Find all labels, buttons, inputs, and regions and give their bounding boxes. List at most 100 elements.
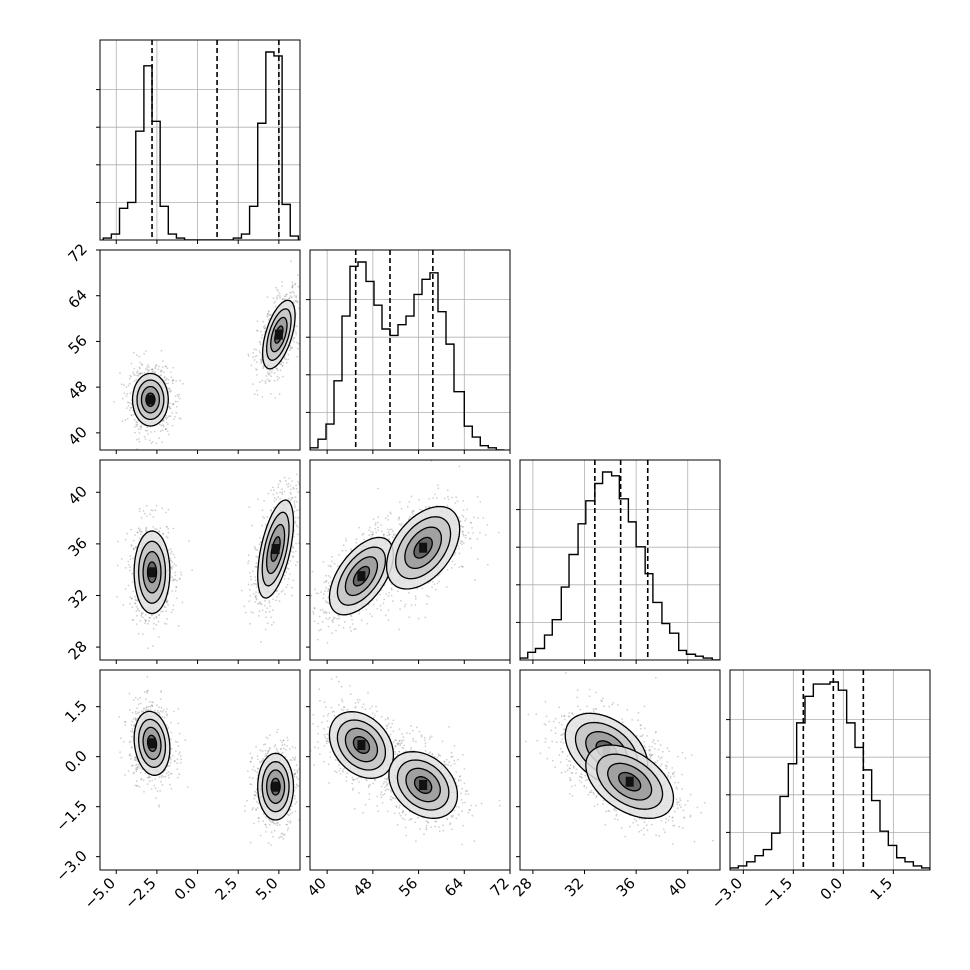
- sample-point: [266, 378, 269, 381]
- sample-point: [486, 563, 489, 566]
- sample-point: [129, 392, 131, 395]
- sample-point: [131, 597, 133, 600]
- sample-point: [267, 310, 270, 312]
- sample-point: [355, 538, 358, 541]
- sample-point: [133, 380, 136, 383]
- sample-point: [141, 372, 144, 374]
- sample-point: [414, 595, 417, 598]
- sample-point: [262, 515, 264, 518]
- sample-point: [379, 593, 382, 596]
- sample-point: [281, 493, 284, 496]
- sample-point: [410, 604, 413, 607]
- sample-point: [169, 548, 172, 550]
- sample-point: [272, 598, 274, 600]
- sample-point: [446, 568, 449, 571]
- sample-point: [165, 382, 168, 385]
- sample-point: [140, 710, 143, 713]
- sample-point: [151, 701, 153, 703]
- sample-point: [119, 737, 122, 740]
- sample-point: [270, 371, 273, 374]
- sample-point: [144, 438, 147, 440]
- sample-point: [135, 768, 138, 771]
- sample-point: [265, 375, 268, 377]
- sample-point: [172, 379, 175, 381]
- sample-point: [283, 295, 286, 298]
- sample-point: [165, 535, 168, 538]
- sample-point: [328, 611, 331, 614]
- sample-point: [476, 558, 479, 560]
- contour-line: [352, 565, 371, 587]
- sample-point: [303, 499, 305, 501]
- sample-point: [479, 501, 482, 503]
- sample-point: [297, 516, 300, 519]
- sample-point: [135, 610, 138, 612]
- sample-point: [243, 605, 246, 608]
- sample-point: [161, 784, 164, 786]
- sample-point: [178, 732, 181, 735]
- contour-line: [270, 536, 281, 562]
- sample-point: [170, 550, 173, 553]
- sample-point: [277, 294, 279, 297]
- sample-point: [164, 428, 167, 431]
- sample-point: [128, 401, 131, 404]
- sample-point: [373, 603, 375, 606]
- sample-point: [151, 704, 154, 707]
- sample-point: [277, 496, 280, 498]
- contour-line: [266, 523, 286, 575]
- sample-point: [270, 509, 273, 511]
- sample-point: [270, 623, 273, 626]
- sample-point: [469, 537, 472, 540]
- contour-line: [266, 308, 292, 361]
- sample-point: [438, 580, 441, 583]
- sample-point: [149, 776, 152, 779]
- sample-point: [408, 501, 411, 503]
- sample-point: [294, 331, 297, 334]
- sample-point: [158, 423, 161, 426]
- sample-point: [133, 367, 136, 370]
- sample-point: [283, 357, 286, 360]
- sample-point: [162, 533, 165, 535]
- sample-point: [151, 705, 154, 708]
- sample-point: [484, 534, 487, 536]
- sample-point: [138, 432, 141, 434]
- joint-panel-0-1: [113, 260, 300, 450]
- sample-point: [295, 333, 298, 336]
- sample-point: [149, 616, 151, 619]
- sample-point: [166, 423, 169, 425]
- sample-point: [294, 564, 297, 567]
- sample-point: [169, 756, 172, 759]
- sample-point: [135, 378, 138, 381]
- sample-point: [297, 480, 299, 483]
- sample-point: [465, 534, 467, 537]
- sample-point: [332, 621, 334, 624]
- sample-point: [163, 376, 166, 378]
- sample-point: [287, 482, 290, 485]
- sample-point: [390, 512, 392, 515]
- sample-point: [275, 367, 278, 370]
- sample-point: [285, 361, 288, 364]
- sample-point: [294, 506, 296, 509]
- sample-point: [138, 366, 141, 369]
- sample-point: [380, 524, 382, 526]
- sample-point: [175, 750, 177, 752]
- sample-point: [425, 506, 427, 508]
- sample-point: [132, 548, 135, 550]
- sample-point: [191, 569, 194, 571]
- sample-point: [461, 514, 464, 517]
- sample-point: [135, 767, 137, 770]
- sample-point: [306, 479, 308, 481]
- sample-point: [277, 483, 280, 486]
- sample-point: [260, 640, 262, 643]
- sample-point: [325, 580, 328, 583]
- sample-point: [274, 300, 277, 303]
- sample-point: [264, 599, 266, 602]
- sample-point: [290, 347, 293, 350]
- sample-point: [393, 534, 395, 537]
- sample-point: [167, 379, 170, 381]
- sample-point: [292, 579, 295, 582]
- sample-point: [296, 406, 298, 408]
- sample-point: [254, 601, 257, 603]
- sample-point: [328, 584, 331, 587]
- sample-point: [169, 390, 172, 393]
